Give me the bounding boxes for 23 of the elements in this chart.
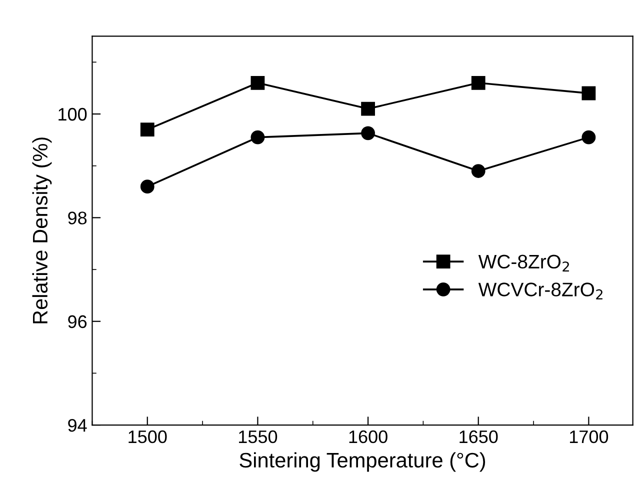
x-tick-label: 1700	[570, 430, 608, 444]
x-tick-label: 1550	[239, 430, 278, 444]
point	[140, 122, 154, 136]
x-tick-label: 1600	[349, 430, 388, 444]
x-tick-label: 1500	[128, 430, 167, 444]
point	[582, 86, 596, 100]
point	[582, 130, 596, 144]
y-axis-title: Relative Density (%)	[32, 138, 52, 324]
legend-label: WCVCr-8ZrO$_{2}$	[478, 282, 602, 300]
y-tick-label: 100	[58, 108, 87, 121]
point	[471, 76, 486, 90]
point	[471, 164, 486, 178]
point	[140, 180, 154, 194]
point	[250, 76, 265, 90]
y-tick-label: 98	[68, 212, 87, 224]
point	[361, 102, 375, 116]
legend-label: WC-8ZrO$_{2}$	[478, 254, 569, 272]
y-tick-label: 94	[68, 418, 87, 432]
point	[361, 126, 375, 140]
y-tick-label: 96	[68, 315, 87, 328]
x-tick-label: 1650	[460, 430, 498, 444]
x-axis-title: Sintering Temperature (°C)	[240, 452, 486, 472]
point	[250, 130, 265, 144]
